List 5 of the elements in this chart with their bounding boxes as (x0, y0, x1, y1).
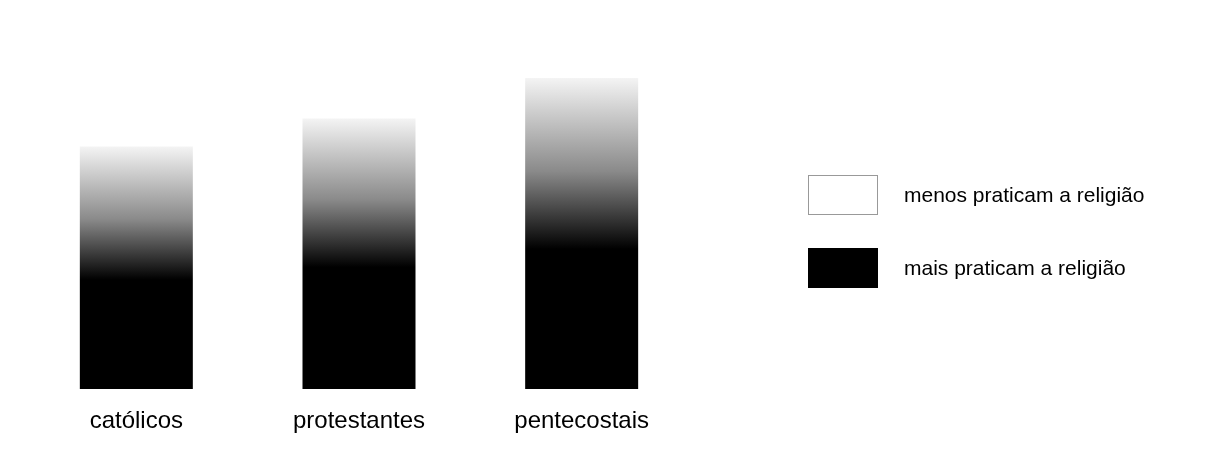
text: menos praticam a religião (904, 183, 1145, 207)
x-tick-label: católicos (89, 405, 184, 433)
text: mais praticam a religião (904, 256, 1126, 280)
x-tick-label: pentecostais (514, 405, 650, 433)
x-tick-label: protestantes (292, 405, 426, 433)
